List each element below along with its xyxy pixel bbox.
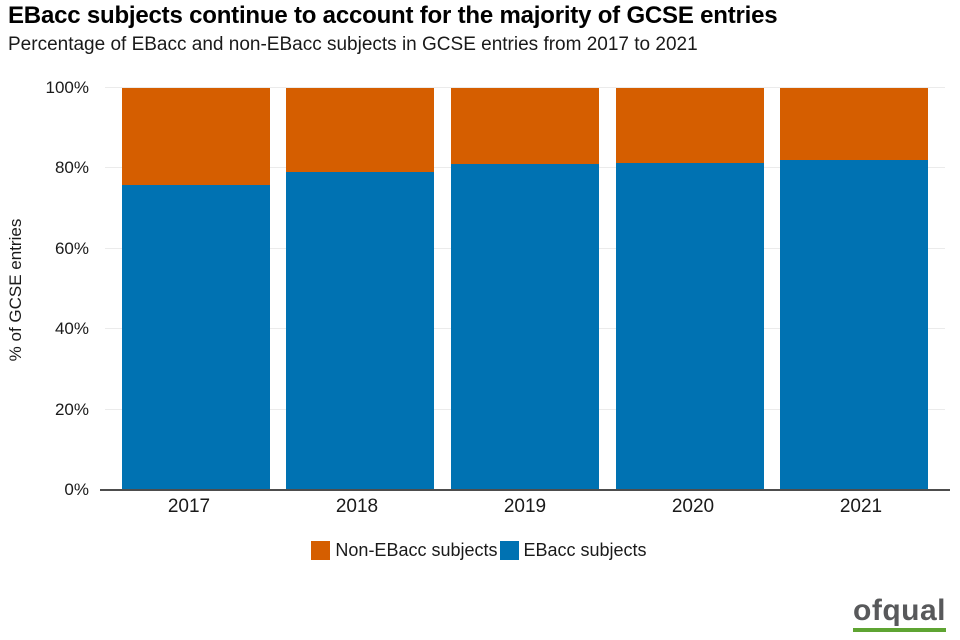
y-tick-label: 20% — [54, 399, 89, 419]
bar-segment-non-ebacc — [615, 88, 764, 163]
chart-subtitle: Percentage of EBacc and non-EBacc subjec… — [8, 34, 698, 55]
x-tick-label: 2020 — [671, 496, 715, 517]
bar-2021 — [780, 88, 929, 490]
chart-title: EBacc subjects continue to account for t… — [8, 2, 778, 29]
x-tick-label: 2021 — [839, 496, 883, 517]
legend-item-non-ebacc: Non-EBacc subjects — [311, 540, 499, 561]
gridline — [105, 87, 945, 88]
legend-item-ebacc: EBacc subjects — [499, 540, 649, 561]
ofqual-logo: ofqual — [853, 596, 946, 632]
bar-segment-non-ebacc — [286, 88, 435, 173]
bar-segment-non-ebacc — [121, 88, 270, 186]
ofqual-logo-underline — [853, 628, 946, 632]
plot-area — [105, 87, 945, 490]
bar-segment-non-ebacc — [780, 88, 929, 161]
x-tick-label: 2018 — [335, 496, 379, 517]
y-tick-label: 60% — [54, 238, 89, 258]
x-tick-label: 2017 — [167, 496, 211, 517]
bars-container — [105, 88, 945, 490]
bar-2018 — [286, 88, 435, 490]
bar-segment-ebacc — [121, 185, 270, 490]
bar-segment-ebacc — [450, 164, 599, 490]
bar-segment-ebacc — [286, 172, 435, 490]
bar-2020 — [615, 88, 764, 490]
legend-label-ebacc: EBacc subjects — [523, 540, 647, 560]
y-tick-label: 40% — [54, 319, 89, 339]
ofqual-logo-text: ofqual — [853, 594, 946, 627]
legend-swatch-non-ebacc — [311, 541, 331, 560]
y-tick-label: 0% — [64, 480, 89, 499]
bar-2017 — [121, 88, 270, 490]
bar-segment-non-ebacc — [450, 88, 599, 165]
y-tick-label: 100% — [45, 78, 89, 97]
y-axis-ticks: 0% 20% 40% 60% 80% 100% — [0, 78, 97, 499]
x-tick-label: 2019 — [503, 496, 547, 517]
legend-label-non-ebacc: Non-EBacc subjects — [335, 540, 498, 560]
bar-segment-ebacc — [615, 162, 764, 490]
bar-segment-ebacc — [780, 160, 929, 490]
bar-2019 — [450, 88, 599, 490]
x-axis-line — [100, 489, 950, 491]
x-axis-ticks: 2017 2018 2019 2020 2021 — [105, 496, 945, 518]
legend-swatch-ebacc — [499, 541, 519, 560]
legend: Non-EBacc subjects EBacc subjects — [0, 540, 960, 561]
y-tick-label: 80% — [54, 158, 89, 178]
